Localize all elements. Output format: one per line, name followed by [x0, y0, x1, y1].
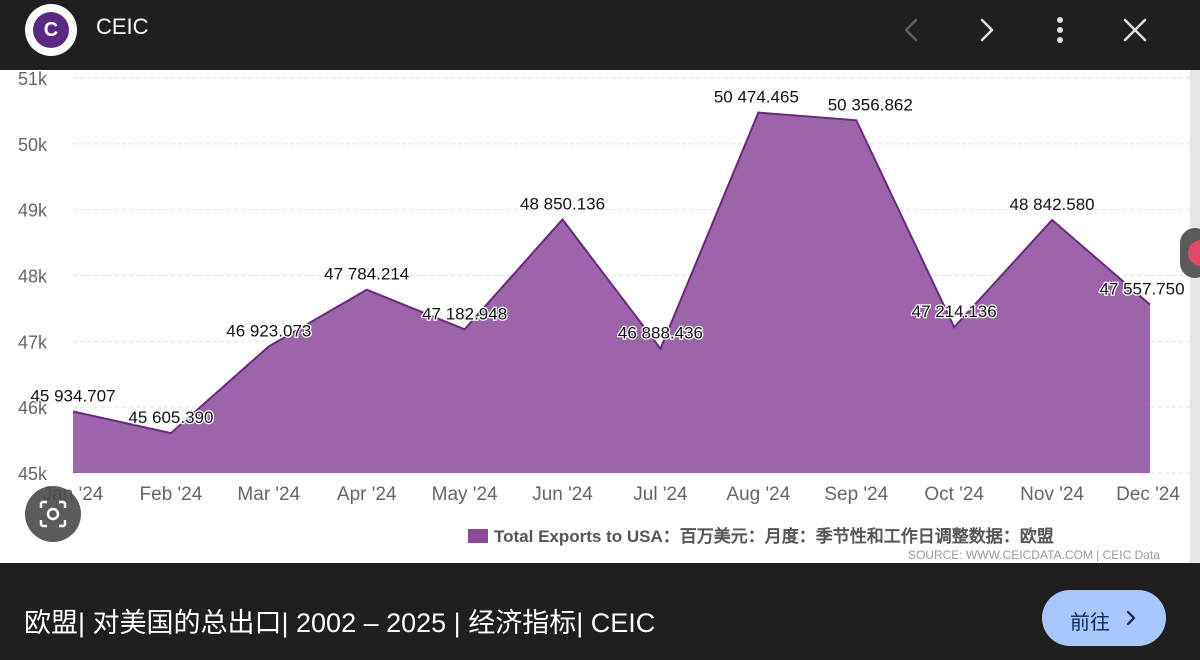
chevron-right-icon — [1126, 610, 1136, 626]
lens-search-button[interactable] — [25, 486, 81, 542]
close-button[interactable] — [1115, 10, 1155, 50]
x-tick-label: Sep '24 — [824, 484, 888, 505]
next-button[interactable] — [966, 10, 1006, 50]
data-label: 47 557.750 — [1099, 280, 1184, 299]
y-tick-label: 45k — [18, 464, 48, 484]
data-label: 47 784.214 — [324, 265, 409, 284]
x-tick-label: Dec '24 — [1116, 484, 1180, 505]
google-lens-icon — [39, 500, 67, 528]
chevron-left-icon — [904, 18, 918, 42]
legend-swatch — [468, 529, 488, 543]
chevron-right-icon — [980, 18, 994, 42]
x-tick-label: Apr '24 — [337, 484, 397, 505]
y-tick-label: 49k — [18, 201, 48, 221]
data-label: 50 356.862 — [828, 95, 913, 114]
y-tick-label: 48k — [18, 267, 48, 287]
x-tick-label: May '24 — [432, 484, 498, 505]
close-icon — [1123, 18, 1147, 42]
side-panel-handle[interactable] — [1180, 228, 1200, 278]
data-label: 50 474.465 — [714, 88, 799, 107]
more-options-button[interactable] — [1040, 10, 1080, 50]
data-label: 45 934.707 — [30, 386, 115, 405]
x-tick-label: Jun '24 — [532, 484, 593, 505]
data-label: 45 605.390 — [128, 408, 213, 427]
x-tick-label: Jul '24 — [633, 484, 688, 505]
series-line — [72, 111, 1151, 435]
ceic-logo: C — [25, 4, 77, 56]
more-vert-icon — [1057, 17, 1063, 43]
chart-card: 45k 46k 47k 48k 49k 50k 51k 45 934.707 45 605.3… — [0, 70, 1190, 563]
data-label: 47 214.136 — [912, 302, 997, 321]
data-label: 47 182.948 — [422, 304, 507, 323]
series-area — [73, 112, 1150, 473]
previous-button[interactable] — [892, 10, 932, 50]
x-tick-label: Mar '24 — [237, 484, 300, 505]
y-tick-label: 47k — [18, 332, 48, 352]
go-button-label: 前往 — [1070, 612, 1110, 634]
go-button[interactable]: 前往 — [1042, 590, 1166, 646]
x-tick-label: Aug '24 — [726, 484, 790, 505]
logo-letter: C — [33, 12, 69, 48]
x-tick-label: Oct '24 — [924, 484, 984, 505]
page-title[interactable]: 欧盟| 对美国的总出口| 2002 – 2025 | 经济指标| CEIC — [24, 608, 656, 638]
area-chart: 45k 46k 47k 48k 49k 50k 51k 45 934.707 45 605.3… — [18, 70, 1190, 562]
data-label: 46 923.073 — [226, 321, 311, 340]
site-name: CEIC — [96, 14, 149, 39]
scroll-edge — [1190, 70, 1200, 563]
y-tick-label: 50k — [18, 135, 48, 155]
source-note: SOURCE: WWW.CEICDATA.COM | CEIC Data — [908, 548, 1160, 562]
data-label: 46 888.436 — [618, 324, 703, 343]
x-tick-label: Nov '24 — [1020, 484, 1084, 505]
legend-label: Total Exports to USA：百万美元：月度：季节性和工作日调整数据… — [494, 526, 1054, 546]
y-tick-label: 46k — [18, 398, 48, 418]
bottom-bar: 欧盟| 对美国的总出口| 2002 – 2025 | 经济指标| CEIC 前往 — [0, 563, 1200, 660]
data-label: 48 842.580 — [1010, 195, 1095, 214]
y-tick-label: 51k — [18, 70, 48, 89]
data-label: 48 850.136 — [520, 195, 605, 214]
top-bar: C CEIC — [0, 0, 1200, 70]
profile-dot-icon — [1188, 240, 1200, 266]
x-tick-label: Feb '24 — [140, 484, 203, 505]
